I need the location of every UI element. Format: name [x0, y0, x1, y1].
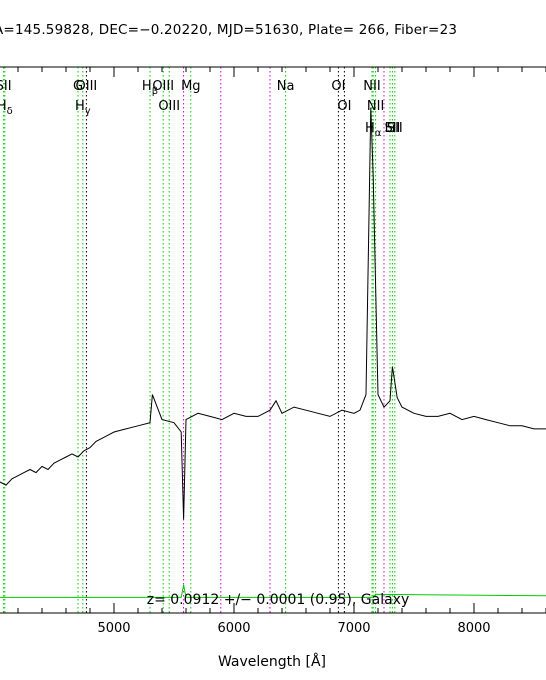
x-tick-label-7000: 7000 — [337, 621, 370, 636]
line-marker-label-4: OIII — [76, 79, 98, 94]
line-marker-label-10: OI — [331, 79, 345, 94]
x-axis-label: Wavelength [Å] — [218, 653, 326, 670]
series-line-flux — [0, 108, 546, 520]
line-marker-label-9: Na — [277, 79, 295, 94]
line-marker-label-7: OIII — [158, 99, 180, 114]
line-marker-label-3: Hγ — [75, 99, 91, 117]
line-marker-label-12: NII — [363, 79, 380, 94]
line-marker-label-8: Mg — [181, 79, 200, 94]
line-marker-label-11: OI — [337, 99, 351, 114]
line-marker-label-1: Hδ — [0, 99, 13, 117]
x-tick-label-8000: 8000 — [457, 621, 490, 636]
line-marker-label-0: SII — [0, 79, 12, 94]
line-marker-label-17: SII — [387, 121, 403, 136]
redshift-annotation: z= 0.0912 +/− 0.0001 (0.95), Galaxy — [147, 592, 410, 608]
line-marker-label-6: OIII — [152, 79, 174, 94]
line-marker-label-13: NII — [367, 99, 384, 114]
x-tick-label-6000: 6000 — [217, 621, 250, 636]
x-tick-label-5000: 5000 — [97, 621, 130, 636]
